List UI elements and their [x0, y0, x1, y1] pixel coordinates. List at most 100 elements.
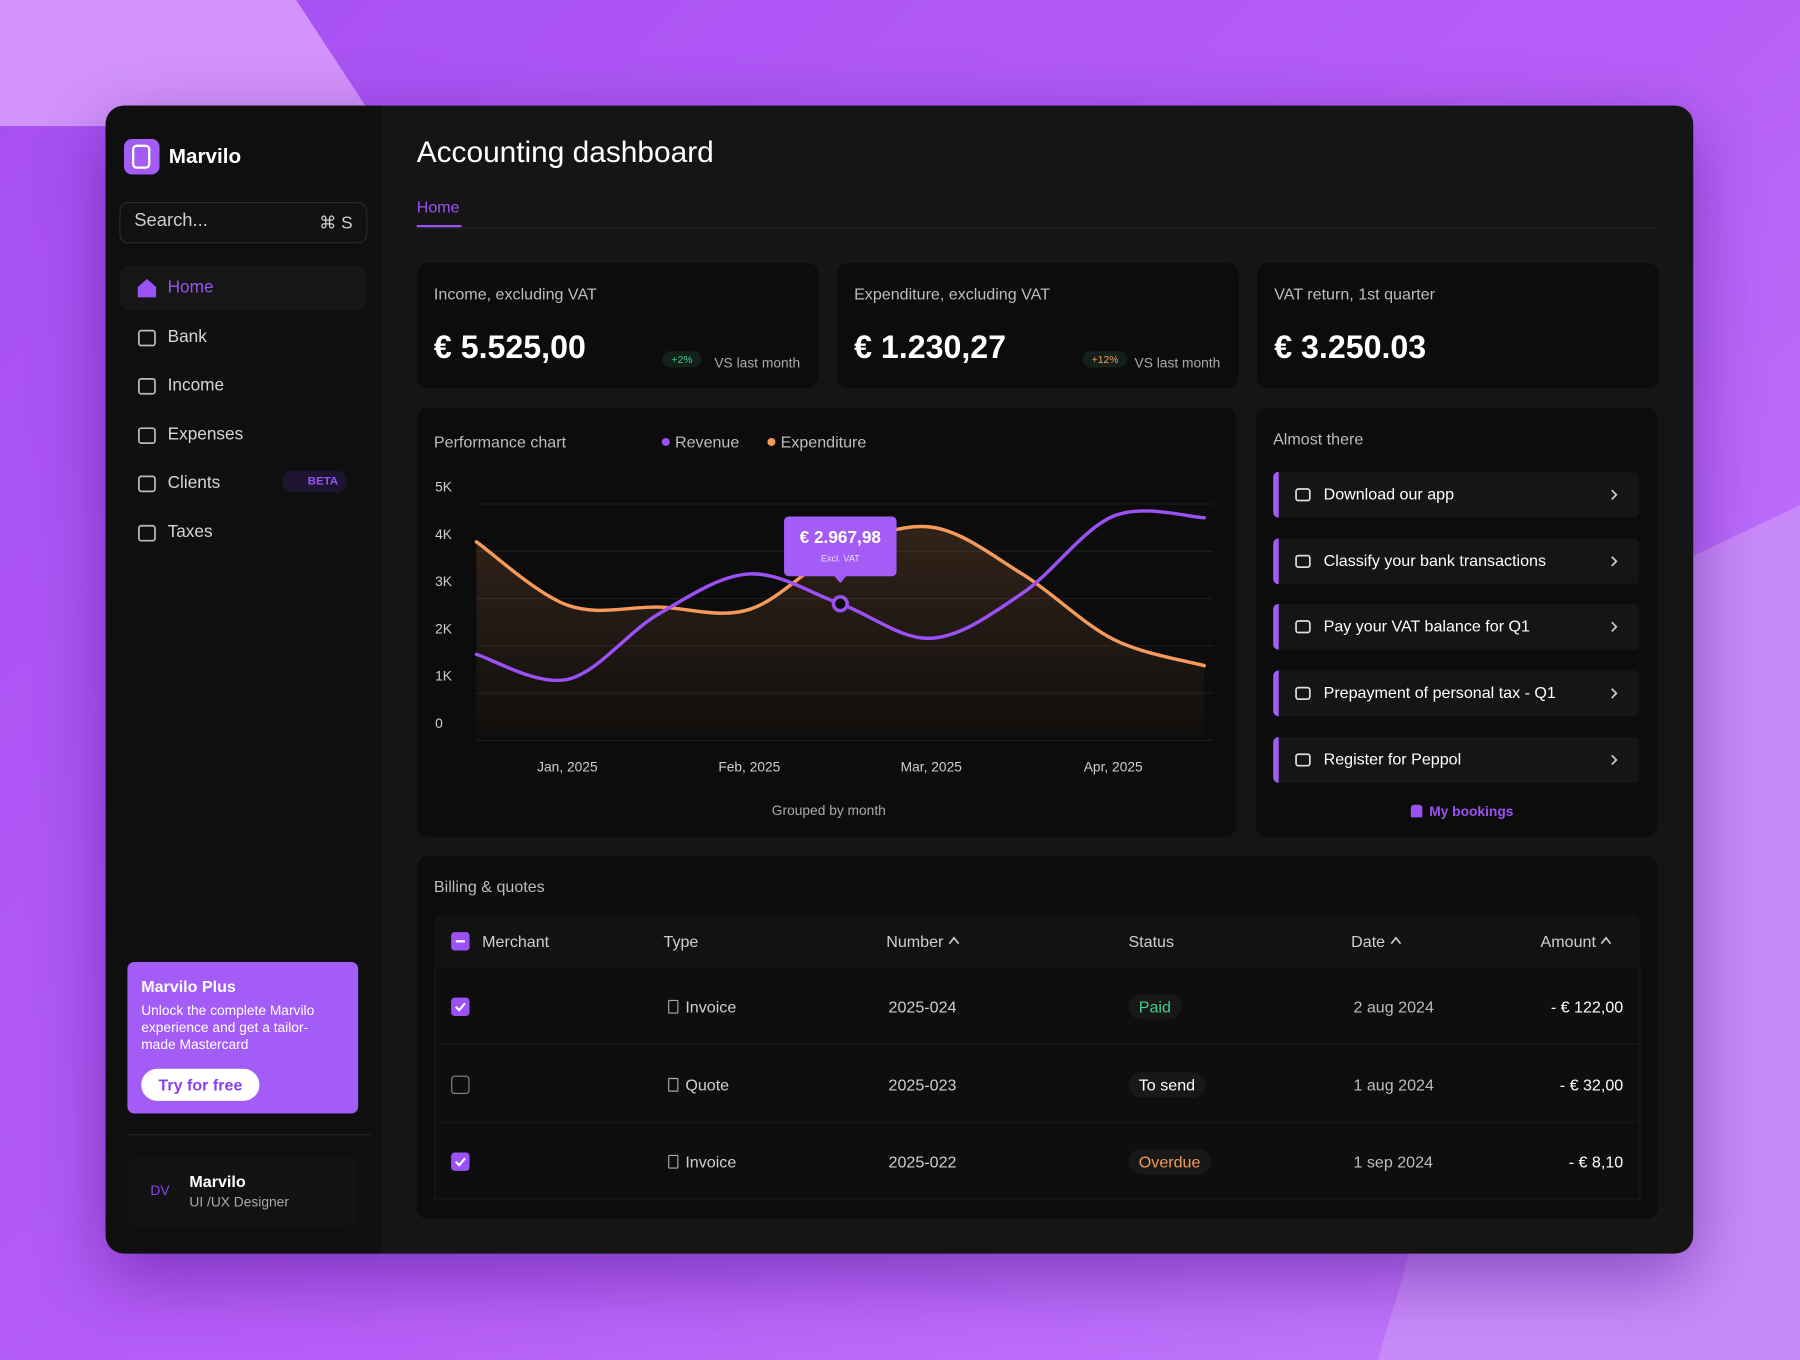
bookings-link[interactable]: My bookings [1429, 803, 1514, 820]
task-item[interactable] [1273, 471, 1640, 518]
icon [138, 329, 156, 346]
checkmark [455, 1158, 466, 1168]
row-date: 1 sep 2024 [1353, 1153, 1433, 1172]
stat-value: € 5.525,00 [433, 329, 586, 366]
nav-item[interactable]: Income [167, 375, 225, 396]
user-initials: DV [150, 1182, 170, 1199]
chevron [1611, 622, 1618, 633]
chevron [1611, 555, 1618, 567]
nav-active-bg [119, 266, 367, 310]
icon [138, 427, 156, 444]
promo-text: Unlock the complete Marvilo experience a… [141, 1002, 315, 1053]
change-badge: +12% [1082, 351, 1128, 368]
column-header: Type [663, 932, 699, 951]
chevron [1611, 754, 1618, 765]
y-tick-label: 4K [435, 527, 453, 542]
nav-badge: BETA [282, 471, 348, 493]
logo-bg [123, 138, 160, 175]
row-checkbox[interactable] [451, 997, 470, 1016]
app-window: Marvilo Search... ⌘ S Home Bank Income Expense… [105, 105, 1694, 1254]
task-item[interactable] [1273, 604, 1640, 651]
nav-item[interactable]: Expenses [167, 424, 244, 445]
stat-label: VAT return, 1st quarter [1274, 284, 1436, 304]
icon [1295, 686, 1311, 701]
y-tick-label: 3K [435, 574, 453, 589]
tasks-title: Almost there [1273, 429, 1364, 448]
stat-label: Expenditure, excluding VAT [854, 284, 1051, 304]
performance-chart: Performance chart Revenue Expenditure 0 1K 2K… [434, 433, 1214, 818]
nav-item[interactable]: Clients [167, 473, 221, 493]
task-label: Register for Peppol [1323, 749, 1462, 768]
table-row [433, 1045, 1641, 1123]
logo [123, 138, 160, 175]
chevron [1611, 489, 1618, 500]
legend-label: Revenue [675, 433, 739, 451]
chevron [1611, 555, 1618, 567]
change-note: VS last month [1134, 354, 1221, 371]
task-item[interactable] [1273, 736, 1640, 783]
nav-icon [138, 475, 156, 493]
task-label: Pay your VAT balance for Q1 [1323, 616, 1530, 636]
nav-item[interactable]: Bank [167, 326, 207, 347]
change-badge: +2% [662, 351, 702, 368]
task-item[interactable] [1273, 670, 1640, 717]
nav-icon [138, 427, 156, 444]
status-pill: Paid [1128, 994, 1182, 1020]
task-label: Classify your bank transactions [1323, 550, 1547, 570]
y-tick-label: 0 [435, 716, 443, 731]
stat-label: Income, excluding VAT [433, 284, 597, 304]
sort-icon [1390, 936, 1402, 945]
icon [138, 475, 156, 493]
nav-item[interactable]: Taxes [167, 522, 213, 542]
search-box[interactable] [119, 202, 368, 244]
user-role: UI /UX Designer [189, 1193, 289, 1210]
promo-title: Marvilo Plus [141, 976, 236, 996]
icon [138, 524, 156, 542]
status-pill: To send [1128, 1071, 1206, 1098]
column-header[interactable]: Number [886, 932, 944, 951]
x-tick-label: Feb, 2025 [718, 760, 780, 775]
row-number: 2025-022 [888, 1153, 957, 1172]
promo-button[interactable]: Try for free [141, 1068, 260, 1101]
x-tick-label: Apr, 2025 [1084, 760, 1143, 775]
page-title: Accounting dashboard [416, 134, 714, 169]
row-amount: - € 122,00 [1550, 997, 1624, 1016]
brand: Marvilo [168, 144, 242, 168]
check [455, 1158, 466, 1168]
chevron [1611, 688, 1618, 699]
icon [1295, 488, 1311, 502]
chevron [1611, 622, 1618, 633]
legend-dot [767, 437, 776, 446]
row-type: Quote [685, 1075, 730, 1094]
task-item[interactable] [1273, 538, 1640, 584]
stat-card [416, 262, 819, 389]
chevron [1611, 489, 1618, 500]
y-tick-label: 1K [435, 669, 453, 684]
sort-icon [1600, 936, 1612, 945]
column-header[interactable]: Date [1351, 932, 1386, 951]
user-name: Marvilo [189, 1172, 246, 1191]
icon [1295, 620, 1311, 634]
sort-icon [1600, 936, 1612, 945]
stat-card [836, 262, 1239, 389]
nav-icon [138, 378, 156, 395]
legend-dot [661, 437, 670, 446]
check [455, 1002, 466, 1012]
row-date: 1 aug 2024 [1353, 1075, 1434, 1094]
sort-icon [948, 936, 960, 945]
nav-icon [137, 278, 157, 298]
tab[interactable]: Home [416, 197, 460, 216]
row-number: 2025-024 [888, 997, 957, 1016]
table-title: Billing & quotes [433, 877, 545, 896]
row-checkbox[interactable] [451, 1153, 470, 1172]
legend-label: Expenditure [781, 433, 867, 451]
user-card [127, 1157, 359, 1227]
column-header: Merchant [482, 932, 550, 951]
row-checkbox[interactable] [451, 1075, 470, 1094]
y-tick-label: 2K [435, 621, 453, 636]
nav-item[interactable]: Home [167, 277, 214, 298]
column-header[interactable]: Amount [1540, 932, 1596, 951]
logo-glyph [132, 144, 151, 169]
